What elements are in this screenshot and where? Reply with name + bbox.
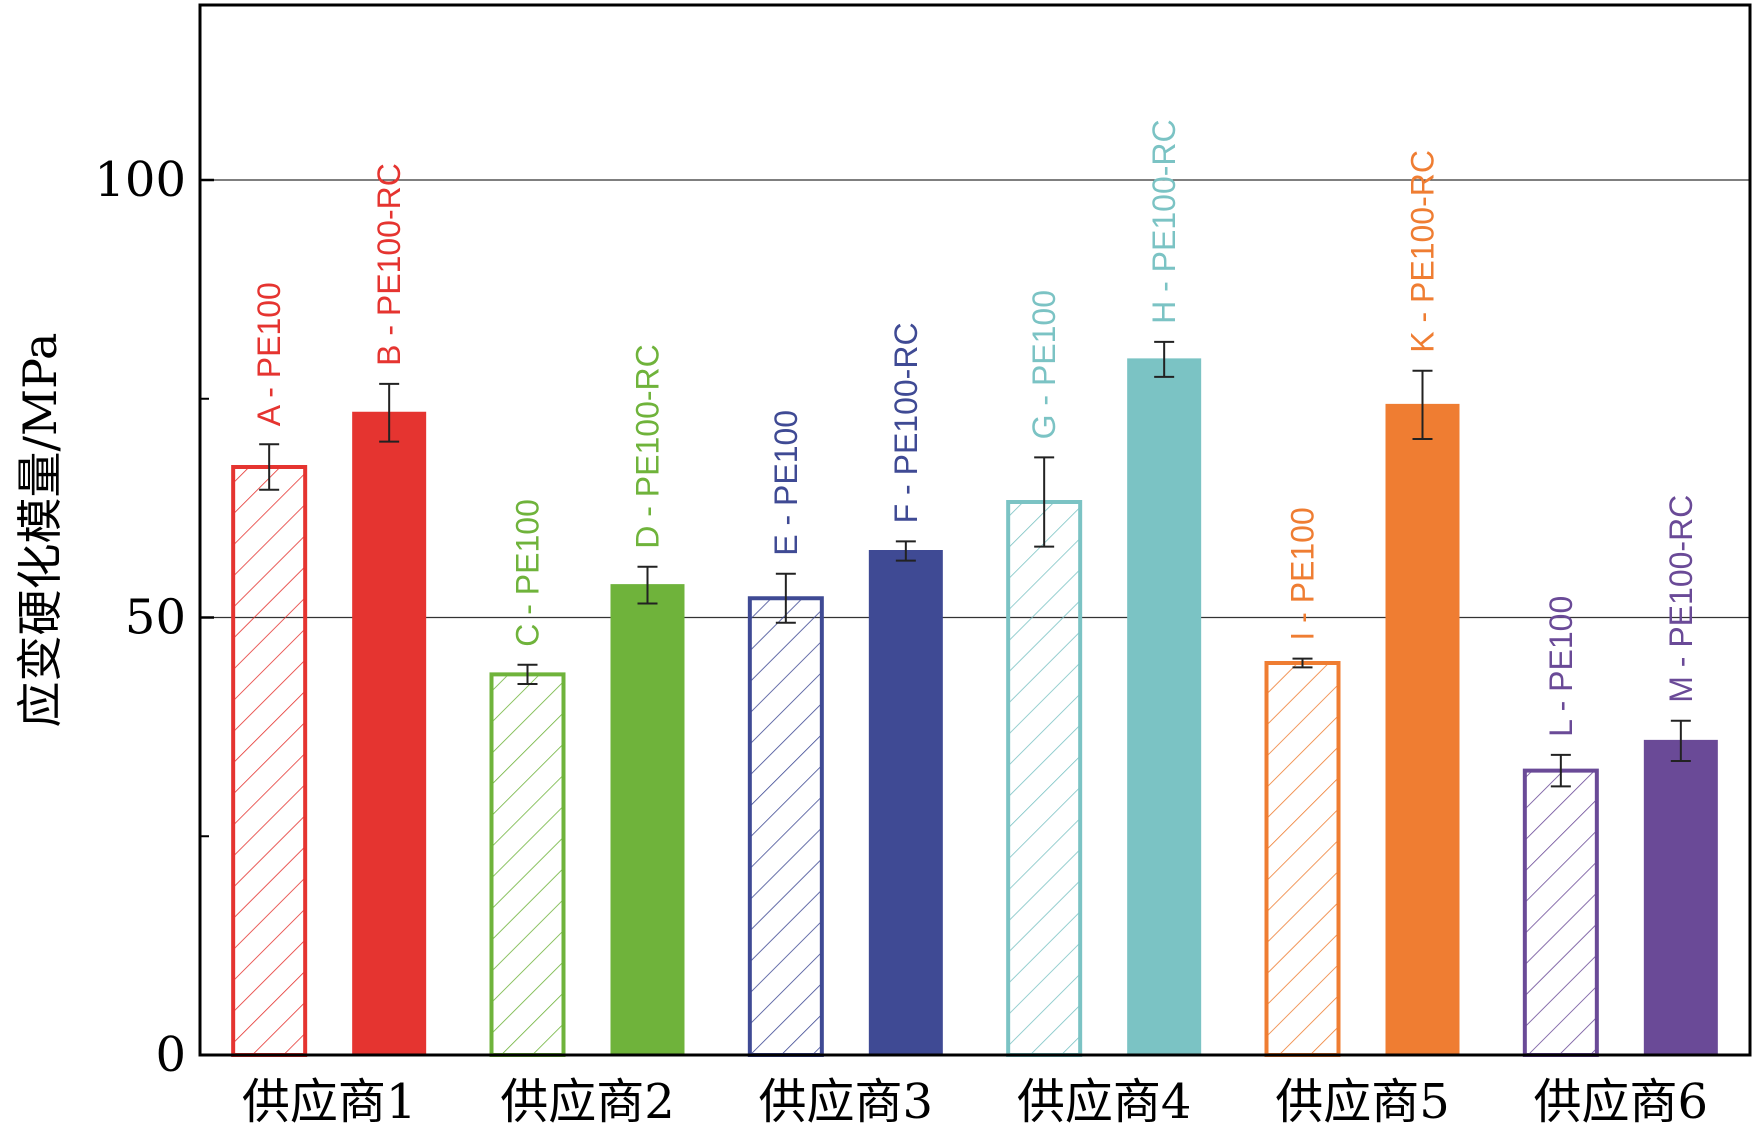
bar <box>868 550 943 1056</box>
x-category-label: 供应商6 <box>1534 1074 1709 1130</box>
bar-label: A - PE100 <box>251 282 287 426</box>
bar-label: L - PE100 <box>1543 596 1579 737</box>
bar <box>1522 768 1599 1057</box>
bar-label: C - PE100 <box>510 499 546 647</box>
bars <box>231 340 1718 1057</box>
x-category-label: 供应商5 <box>1275 1074 1450 1130</box>
y-tick-label: 100 <box>94 152 186 208</box>
bar-label: I - PE100 <box>1285 507 1321 640</box>
x-category-label: 供应商4 <box>1017 1074 1192 1130</box>
bar-label: D - PE100-RC <box>630 344 666 549</box>
bar-label: K - PE100-RC <box>1405 150 1441 353</box>
bar <box>1385 403 1460 1056</box>
bar-label: G - PE100 <box>1026 290 1062 439</box>
bar <box>489 672 566 1057</box>
y-axis-label: 应变硬化模量/MPa <box>13 333 67 728</box>
bar <box>352 411 427 1056</box>
bar <box>747 596 824 1057</box>
bar <box>231 465 308 1057</box>
bar-label: H - PE100-RC <box>1146 119 1182 324</box>
bar <box>1127 358 1202 1056</box>
bar-label: B - PE100-RC <box>371 163 407 366</box>
bar-label: E - PE100 <box>768 410 804 556</box>
axes: 0 50 100 供应商1 供应商2 供应商3 供应商4 供应商5 供应商6 <box>94 3 1752 1130</box>
bar-label: F - PE100-RC <box>888 322 924 523</box>
y-tick-label: 0 <box>155 1027 186 1083</box>
bar <box>1264 661 1341 1057</box>
plot-frame <box>198 3 1752 1057</box>
x-category-label: 供应商3 <box>759 1074 934 1130</box>
bar-label: M - PE100-RC <box>1663 495 1699 703</box>
grid-lines <box>200 179 1750 619</box>
bar <box>610 584 685 1056</box>
y-tick-label: 50 <box>125 590 186 646</box>
x-category-label: 供应商1 <box>242 1074 417 1130</box>
bar <box>1006 500 1083 1057</box>
bar <box>1643 739 1718 1056</box>
x-category-label: 供应商2 <box>500 1074 675 1130</box>
bar-labels: A - PE100 B - PE100-RC C - PE100 D - PE100-… <box>251 119 1699 737</box>
